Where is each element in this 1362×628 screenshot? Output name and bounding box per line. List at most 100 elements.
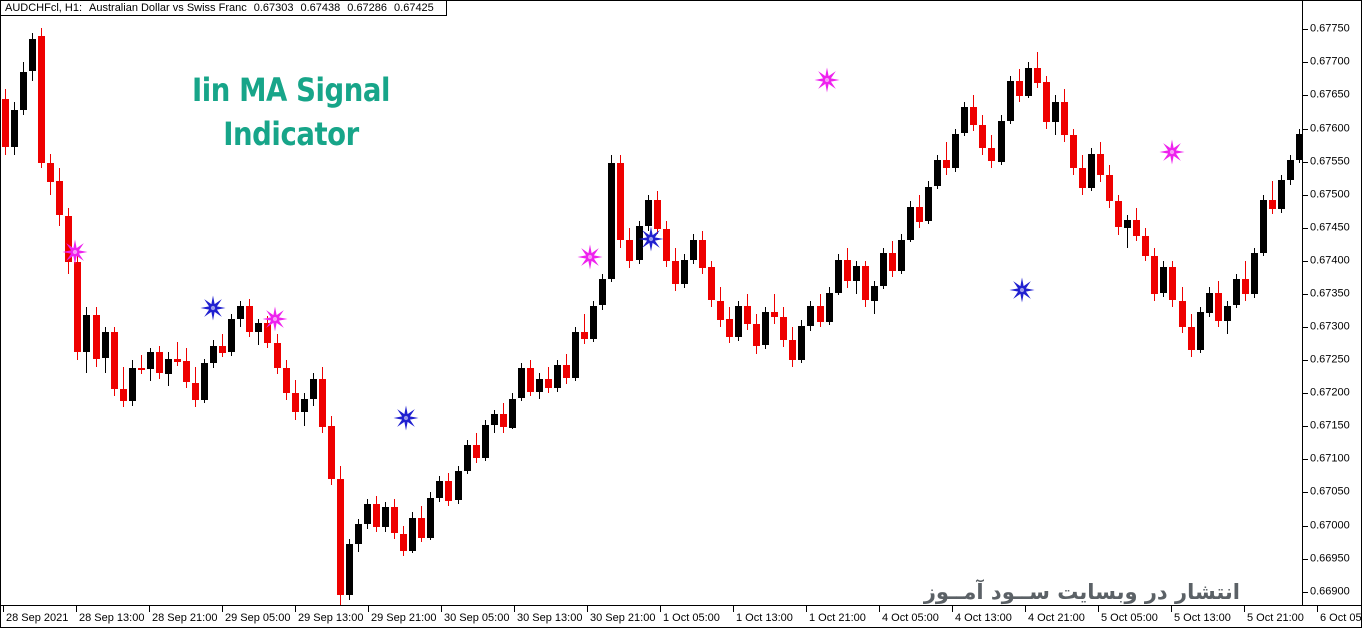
candle-body <box>554 365 561 388</box>
candle-body <box>328 426 335 479</box>
candle-body <box>301 399 308 412</box>
time-tick-label: 1 Oct 05:00 <box>663 612 720 624</box>
candle-body <box>482 425 489 458</box>
candle-body <box>373 504 380 527</box>
price-tick-label: 0.66900 <box>1310 585 1350 598</box>
candle-body <box>979 125 986 148</box>
candle-body <box>292 393 299 412</box>
price-tick <box>1303 327 1308 328</box>
candle-body <box>563 365 570 378</box>
candle-wick <box>141 355 142 374</box>
candle-body <box>744 306 751 324</box>
ohlc-values: 0.67303 0.67438 0.67286 0.67425 <box>254 1 441 16</box>
candle-body <box>599 279 606 305</box>
time-tick <box>149 606 150 612</box>
candle-body <box>608 163 615 279</box>
time-tick <box>879 606 880 612</box>
time-tick <box>76 606 77 612</box>
candle-body <box>663 229 670 261</box>
candle-body <box>83 315 90 352</box>
candle-body <box>762 312 769 345</box>
candle-body <box>1242 279 1249 294</box>
candle-wick <box>177 342 178 366</box>
price-tick-label: 0.67100 <box>1310 452 1350 465</box>
candle-body <box>952 134 959 168</box>
candle-body <box>1269 200 1276 209</box>
time-tick-label: 30 Sep 05:00 <box>444 612 510 624</box>
candle-wick <box>584 314 585 344</box>
candle-body <box>862 266 869 300</box>
candle-body <box>934 160 941 186</box>
candle-body <box>1115 201 1122 227</box>
candle-body <box>156 352 163 373</box>
candle-body <box>590 306 597 339</box>
candle-body <box>735 306 742 337</box>
candle-body <box>572 332 579 378</box>
candle-body <box>1151 256 1158 294</box>
candle-body <box>545 379 552 388</box>
sell-signal-star-icon <box>814 67 840 93</box>
candle-wick <box>258 319 259 345</box>
candle-body <box>907 207 914 240</box>
price-tick-label: 0.67450 <box>1310 221 1350 234</box>
candle-body <box>871 286 878 301</box>
buy-signal-star-icon <box>393 405 419 431</box>
candle-body <box>192 383 199 400</box>
candle-body <box>138 368 145 370</box>
candle-body <box>264 323 271 343</box>
open-value: 0.67303 <box>253 1 294 14</box>
website-watermark: انتشار در وبسایت ســود آمــوز <box>923 580 1240 604</box>
price-tick <box>1303 492 1308 493</box>
time-tick <box>952 606 953 612</box>
time-tick-label: 28 Sep 13:00 <box>79 612 145 624</box>
candle-body <box>1142 236 1149 256</box>
candle-body <box>102 332 109 358</box>
candle-body <box>817 306 824 322</box>
price-tick <box>1303 261 1308 262</box>
candle-body <box>1197 312 1204 350</box>
candle-body <box>1016 81 1023 96</box>
time-tick <box>660 606 661 612</box>
candle-body <box>1206 293 1213 313</box>
candle-body <box>500 414 507 427</box>
price-tick <box>1303 162 1308 163</box>
candle-body <box>400 534 407 551</box>
candle-body <box>536 379 543 392</box>
candle-body <box>165 359 172 374</box>
price-tick-label: 0.67200 <box>1310 386 1350 399</box>
candle-body <box>274 343 281 368</box>
candle-body <box>527 368 534 392</box>
time-tick-label: 5 Oct 05:00 <box>1101 612 1158 624</box>
time-tick <box>1244 606 1245 612</box>
time-tick-label: 30 Sep 13:00 <box>517 612 583 624</box>
time-axis[interactable]: 28 Sep 2021 28 Sep 13:00 28 Sep 21:00 29 Se… <box>1 605 1362 627</box>
symbol-timeframe-label: AUDCHFcl, H1: <box>5 1 83 14</box>
candle-body <box>455 471 462 500</box>
time-tick <box>1025 606 1026 612</box>
time-tick <box>3 606 4 612</box>
price-tick-label: 0.67600 <box>1310 122 1350 135</box>
candle-body <box>1169 267 1176 300</box>
candle-body <box>1287 160 1294 180</box>
candle-body <box>889 253 896 271</box>
price-tick <box>1303 129 1308 130</box>
time-tick-label: 1 Oct 21:00 <box>809 612 866 624</box>
price-axis[interactable]: 0.67750 0.67700 0.67650 0.67600 0.67550 0.675… <box>1302 1 1361 605</box>
candle-wick <box>123 367 124 407</box>
time-tick-label: 4 Oct 05:00 <box>882 612 939 624</box>
candle-body <box>1007 81 1014 121</box>
candle-wick <box>946 142 947 175</box>
candle-body <box>310 379 317 399</box>
candle-body <box>617 163 624 240</box>
buy-signal-star-icon <box>200 295 226 321</box>
time-tick <box>1098 606 1099 612</box>
price-tick-label: 0.66950 <box>1310 552 1350 565</box>
chart-plot-area[interactable]: Iin MA Signal Indicator انتشار در وبسایت… <box>1 16 1302 605</box>
price-tick-label: 0.67650 <box>1310 88 1350 101</box>
time-tick-label: 28 Sep 21:00 <box>152 612 218 624</box>
candle-body <box>1052 102 1059 122</box>
price-tick <box>1303 592 1308 593</box>
candle-body <box>672 261 679 284</box>
price-tick-label: 0.67350 <box>1310 287 1350 300</box>
